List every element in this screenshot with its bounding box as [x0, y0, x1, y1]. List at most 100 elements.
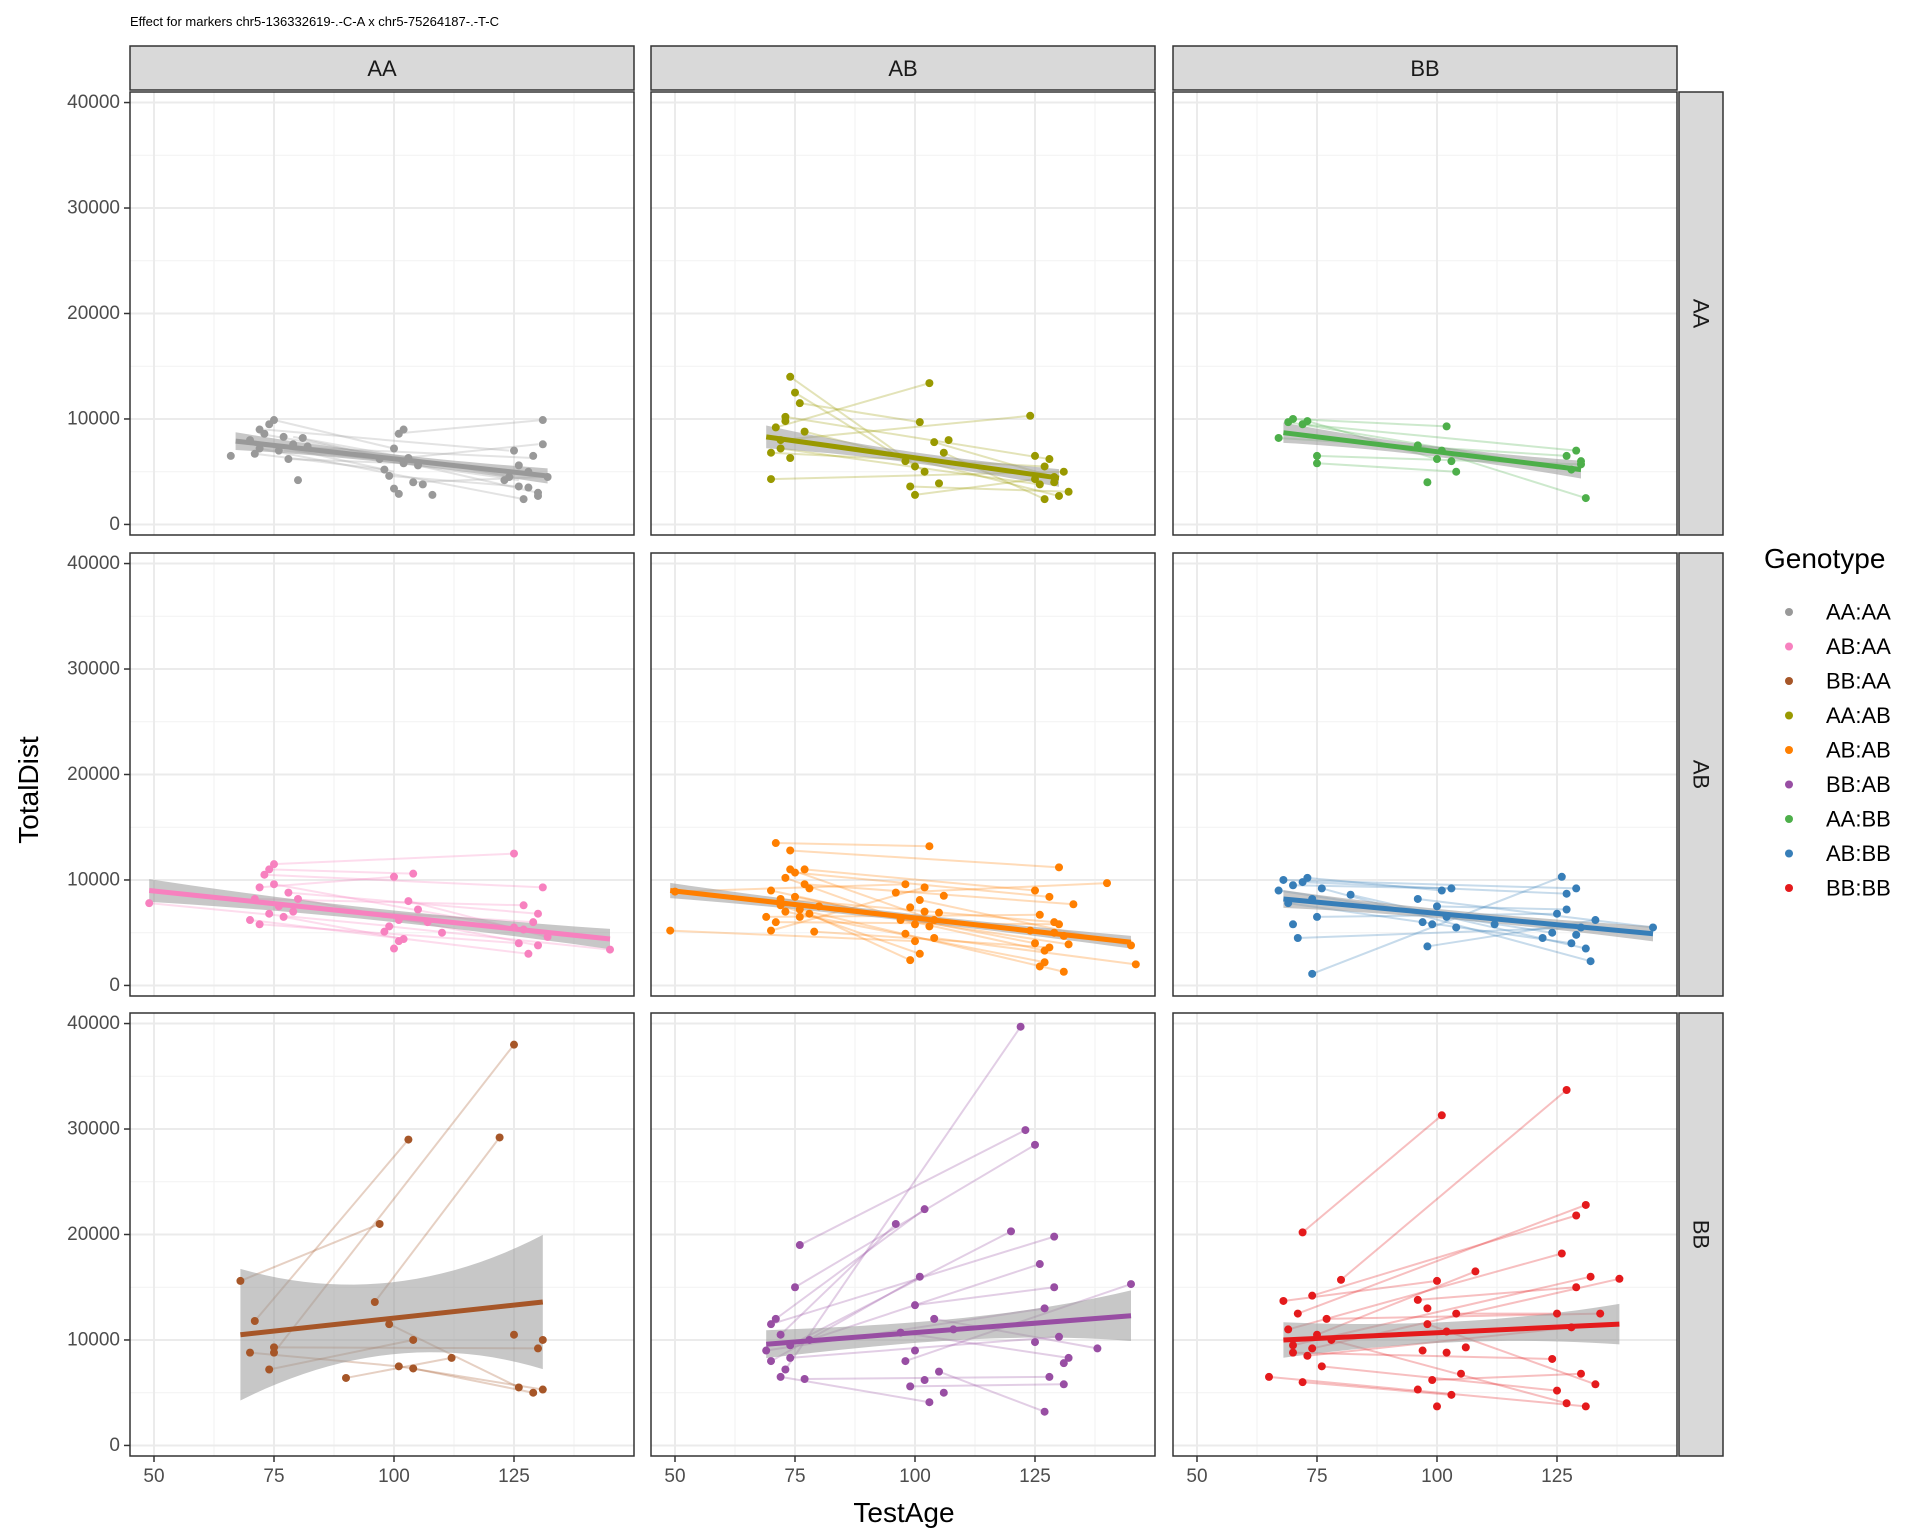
data-point [1572, 930, 1581, 939]
subject-trajectory-line [259, 923, 519, 945]
subject-trajectory-line [804, 883, 1074, 906]
data-point [1031, 451, 1039, 460]
data-point [529, 918, 538, 927]
data-point [1586, 1272, 1595, 1281]
data-point [800, 1375, 809, 1384]
data-point [911, 937, 919, 946]
data-point [538, 1385, 547, 1394]
data-point [409, 1335, 418, 1344]
subject-trajectory-line [269, 868, 414, 875]
data-point [1423, 478, 1432, 487]
series-AB-AA [145, 849, 614, 958]
subject-trajectory-line [934, 936, 1136, 966]
subject-trajectory-line [790, 1335, 1060, 1359]
data-point [1591, 1380, 1600, 1389]
data-point [1581, 494, 1590, 503]
data-point [270, 860, 278, 869]
y-tick-label: 30000 [67, 1119, 120, 1140]
data-point [1279, 875, 1288, 884]
subject-trajectory-line [785, 910, 1045, 964]
data-point [911, 1346, 919, 1355]
subject-trajectory-line [775, 382, 930, 429]
data-point [925, 1398, 934, 1407]
subject-trajectory-line [1307, 876, 1442, 892]
data-point [920, 1205, 929, 1214]
data-point [270, 880, 278, 889]
data-point [920, 883, 929, 892]
data-point [1457, 1369, 1465, 1378]
data-point [1050, 1232, 1059, 1241]
data-point [1577, 457, 1585, 466]
data-point [767, 448, 775, 457]
data-point [529, 451, 538, 460]
subject-trajectory-line [1436, 905, 1567, 911]
x-tick-label: 100 [1421, 1466, 1453, 1487]
data-point [414, 905, 422, 914]
data-point [1337, 1275, 1345, 1284]
row-strip-label: AA [1689, 299, 1714, 329]
data-point [284, 455, 293, 464]
data-point [1026, 411, 1035, 420]
data-point [399, 425, 408, 434]
subject-trajectory-line [413, 1367, 534, 1394]
panel-border [650, 1012, 1156, 1457]
regression-line [1283, 1321, 1620, 1343]
data-point [1562, 1399, 1571, 1408]
data-point [767, 1357, 775, 1366]
subject-trajectory-line [799, 402, 920, 424]
data-point [510, 1330, 518, 1339]
data-point [1279, 1296, 1288, 1305]
data-point [1055, 863, 1063, 872]
data-point [1442, 422, 1451, 431]
subject-trajectory-line [288, 458, 404, 465]
facet-panel-2-0 [130, 1013, 634, 1456]
confidence-band [766, 1290, 1131, 1359]
data-point [385, 471, 394, 480]
data-point [375, 1219, 384, 1228]
data-point [939, 448, 948, 457]
data-point [1471, 1267, 1480, 1276]
data-point [1050, 478, 1059, 487]
data-point [944, 436, 953, 445]
data-point [915, 1272, 924, 1281]
subject-trajectory-line [780, 447, 1040, 486]
data-point [279, 912, 288, 921]
data-point [1059, 1359, 1068, 1368]
data-point [1538, 933, 1547, 942]
data-point [500, 476, 509, 485]
data-point [1596, 1309, 1605, 1318]
subject-trajectory-line [938, 1370, 1045, 1413]
series-BB-AB [762, 1022, 1135, 1416]
data-point [1274, 433, 1283, 442]
data-point [800, 865, 809, 874]
subject-trajectory-line [374, 1136, 501, 1303]
data-point [342, 1373, 350, 1382]
regression-line [1283, 896, 1654, 937]
y-tick-label: 10000 [67, 408, 120, 429]
series-AA-AA [226, 416, 552, 504]
panel-border [1172, 91, 1678, 536]
subject-trajectory-line [804, 868, 1036, 892]
data-point [920, 907, 929, 916]
column-strip [1172, 45, 1678, 91]
x-tick-label: 50 [1186, 1466, 1207, 1487]
data-point [1447, 1390, 1456, 1399]
data-point [270, 416, 278, 425]
data-point [805, 909, 814, 918]
data-point [920, 467, 929, 476]
data-point [1442, 1348, 1451, 1357]
data-point [538, 1335, 547, 1344]
column-strip-label: AA [367, 56, 397, 81]
legend-title: Genotype [1764, 543, 1885, 574]
data-point [1303, 417, 1312, 426]
data-point [1045, 1372, 1054, 1381]
x-tick-label: 50 [664, 1466, 685, 1487]
data-point [781, 1365, 790, 1374]
legend-key [1785, 608, 1793, 616]
column-strip-label: AB [888, 56, 917, 81]
subject-trajectory-line [780, 897, 1055, 924]
subject-trajectory-line [1316, 462, 1457, 473]
column-strip [650, 45, 1156, 91]
facet-panel-0-2 [1173, 92, 1677, 535]
data-point [1572, 884, 1581, 893]
